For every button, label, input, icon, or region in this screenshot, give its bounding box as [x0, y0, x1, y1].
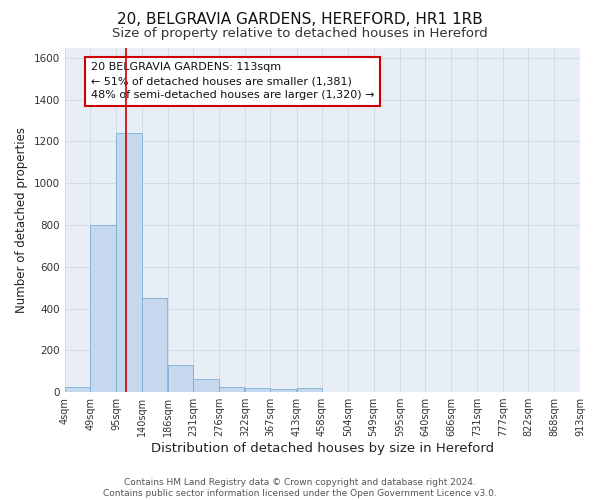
Bar [271, 389, 296, 392]
Y-axis label: Number of detached properties: Number of detached properties [15, 127, 28, 313]
Bar [142, 298, 167, 392]
Text: Contains HM Land Registry data © Crown copyright and database right 2024.
Contai: Contains HM Land Registry data © Crown c… [103, 478, 497, 498]
X-axis label: Distribution of detached houses by size in Hereford: Distribution of detached houses by size … [151, 442, 494, 455]
Bar [245, 388, 271, 392]
Text: 20 BELGRAVIA GARDENS: 113sqm
← 51% of detached houses are smaller (1,381)
48% of: 20 BELGRAVIA GARDENS: 113sqm ← 51% of de… [91, 62, 374, 100]
Bar [65, 387, 90, 392]
Bar [296, 388, 322, 392]
Bar [116, 133, 142, 392]
Bar [90, 225, 116, 392]
Bar [168, 365, 193, 392]
Text: Size of property relative to detached houses in Hereford: Size of property relative to detached ho… [112, 28, 488, 40]
Bar [193, 378, 219, 392]
Text: 20, BELGRAVIA GARDENS, HEREFORD, HR1 1RB: 20, BELGRAVIA GARDENS, HEREFORD, HR1 1RB [117, 12, 483, 28]
Bar [219, 387, 244, 392]
